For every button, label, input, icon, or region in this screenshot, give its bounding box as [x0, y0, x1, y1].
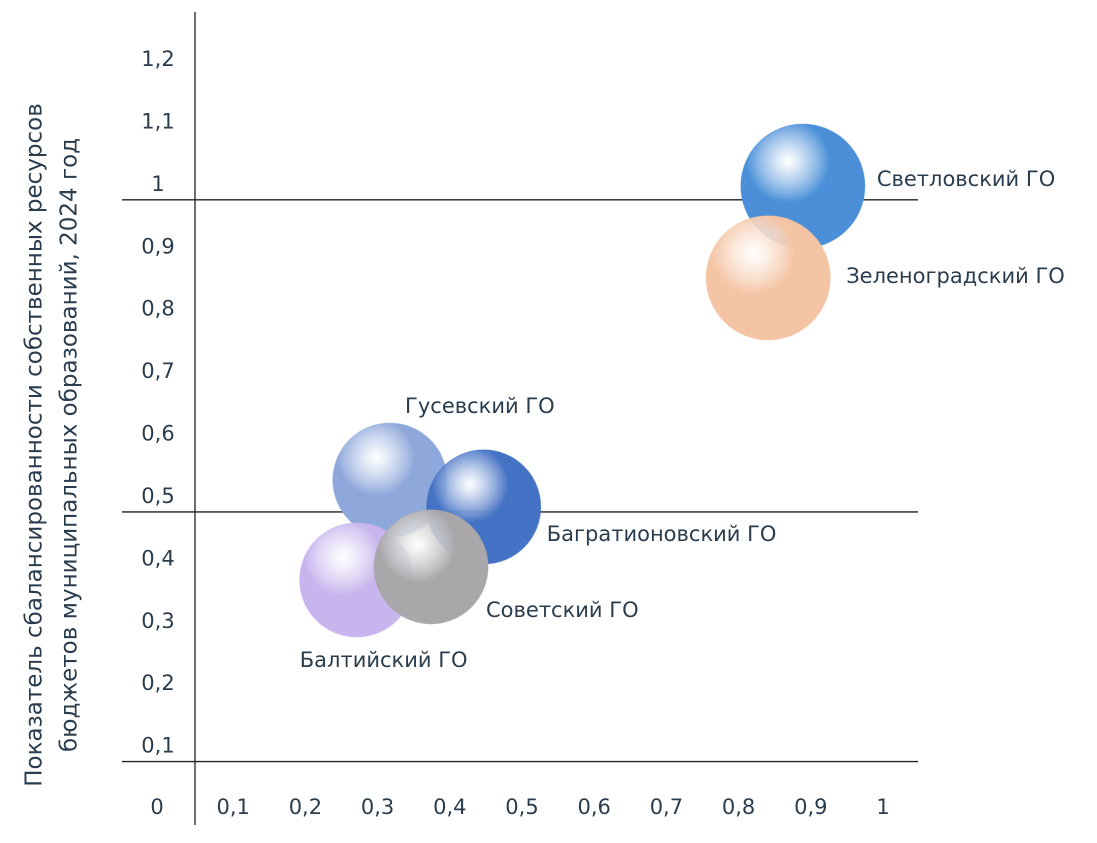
y-tick-label: 0,2 — [141, 671, 174, 695]
y-tick-label: 0,6 — [141, 422, 174, 446]
y-tick-label: 0,4 — [141, 546, 174, 570]
bubble-label: Советский ГО — [486, 598, 639, 622]
bubble-label: Багратионовский ГО — [547, 522, 777, 546]
y-tick-label: 1,1 — [141, 109, 174, 133]
x-tick-label: 1 — [876, 795, 889, 819]
x-tick-label: 0 — [150, 795, 163, 819]
bubble-label: Балтийский ГО — [300, 648, 468, 672]
x-tick-label: 0,6 — [577, 795, 610, 819]
y-tick-label: 0,9 — [141, 234, 174, 258]
x-tick-label: 0,9 — [794, 795, 827, 819]
bubble — [373, 509, 489, 625]
x-tick-label: 0,4 — [433, 795, 466, 819]
y-axis-title: бюджетов муниципальных образований, 2024… — [57, 138, 83, 752]
y-axis-title: Показатель сбалансированности собственны… — [22, 103, 48, 787]
y-tick-label: 1 — [151, 172, 164, 196]
x-tick-label: 0,2 — [289, 795, 322, 819]
y-tick-label: 0,1 — [141, 734, 174, 758]
bubble-label: Зеленоградский ГО — [846, 264, 1065, 288]
y-tick-label: 0,3 — [141, 609, 174, 633]
y-tick-label: 0,5 — [141, 484, 174, 508]
x-tick-label: 0,1 — [216, 795, 249, 819]
y-tick-label: 0,7 — [141, 359, 174, 383]
x-tick-label: 0,7 — [650, 795, 683, 819]
bubble-label: Светловский ГО — [877, 167, 1055, 191]
y-tick-label: 1,2 — [141, 47, 174, 71]
y-tick-label: 0,8 — [141, 297, 174, 321]
x-tick-label: 0,5 — [505, 795, 538, 819]
x-tick-label: 0,3 — [361, 795, 394, 819]
bubble-label: Гусевский ГО — [405, 394, 555, 418]
x-tick-label: 0,8 — [722, 795, 755, 819]
bubble — [705, 215, 831, 341]
